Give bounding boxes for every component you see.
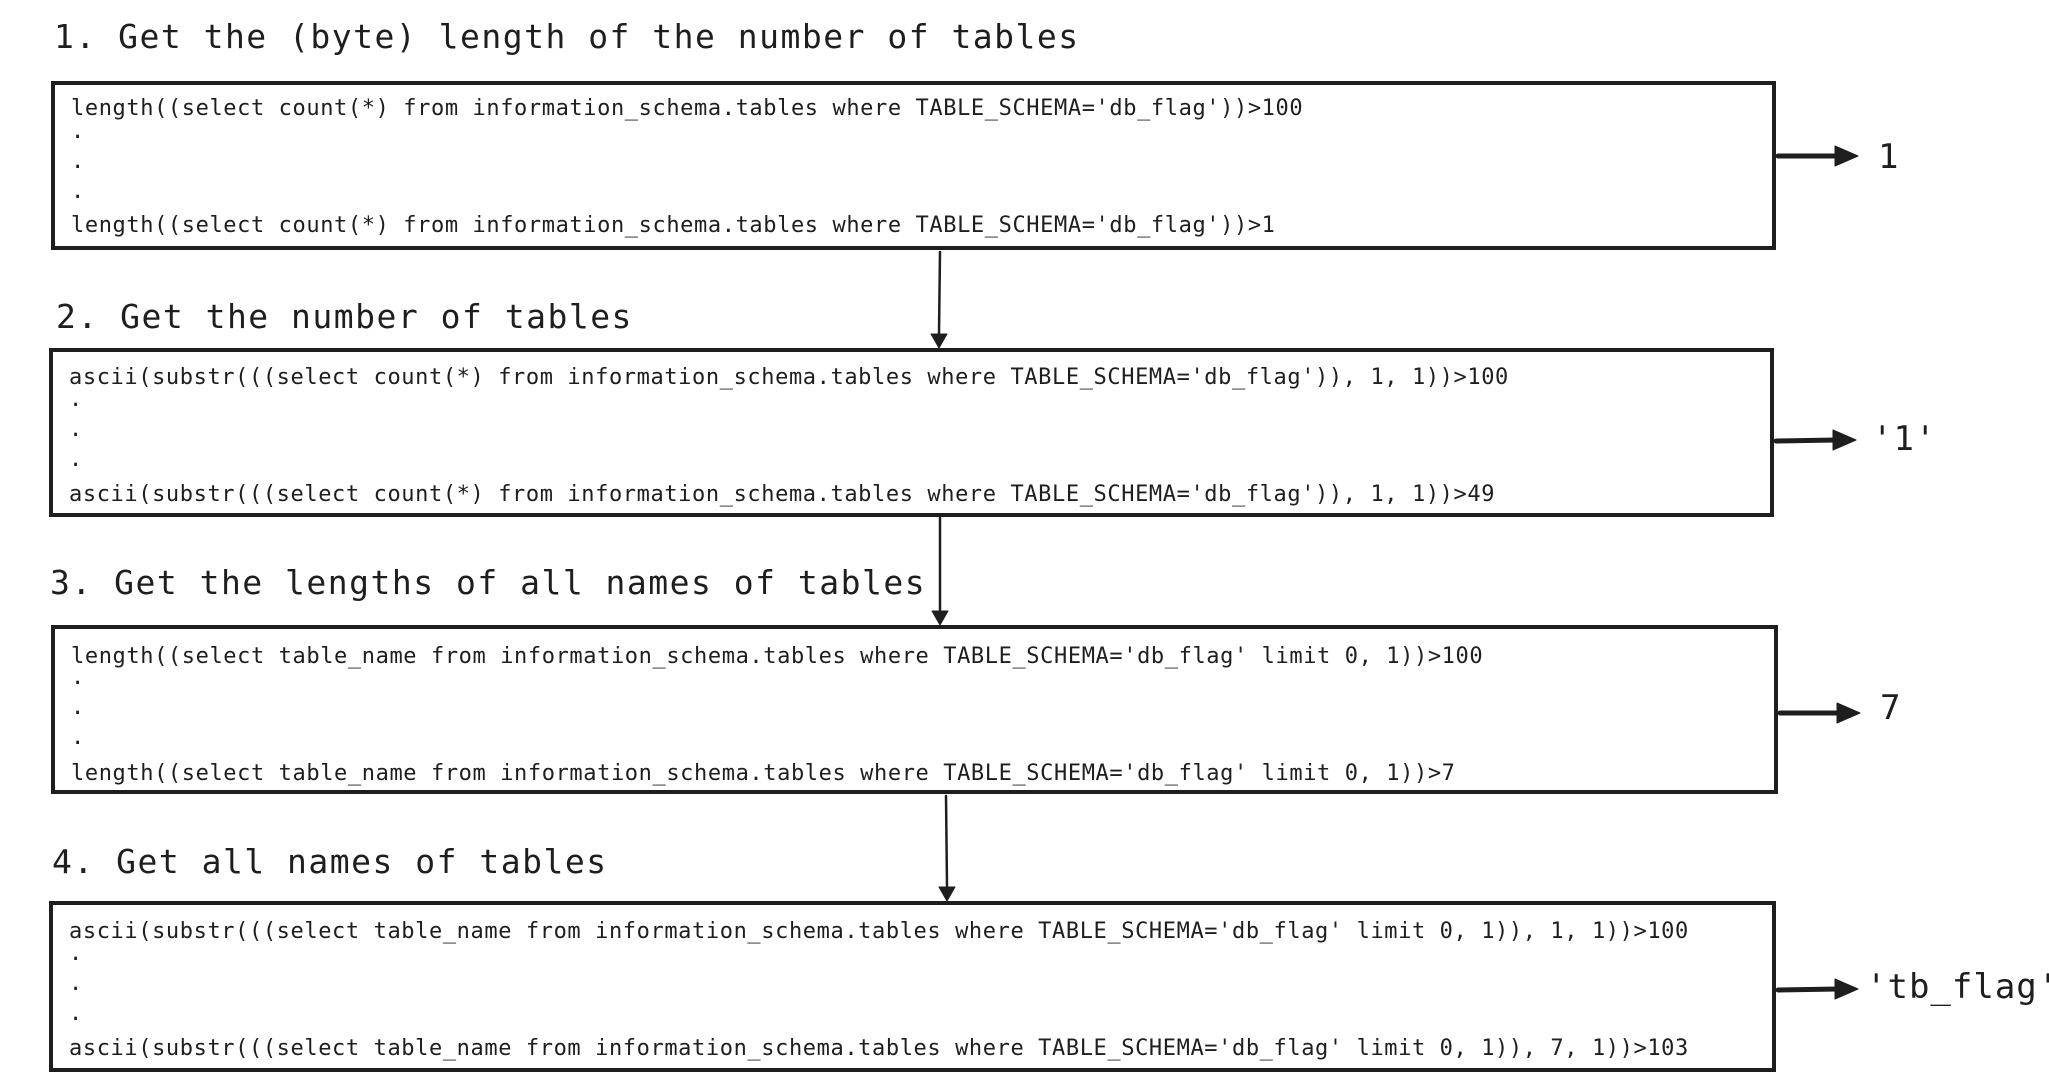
arrow-head (930, 333, 948, 349)
step-3-title: 3. Get the lengths of all names of table… (50, 563, 927, 602)
step-3-last-query: length((select table_name from informati… (71, 761, 1456, 786)
ellipsis-dot: · (69, 453, 83, 478)
arrow-head (1834, 145, 1859, 167)
arrow-head (938, 886, 956, 902)
ellipsis-dot: · (69, 423, 83, 448)
ellipsis-dot: · (69, 1007, 83, 1032)
step-3-result: 7 (1880, 688, 1902, 728)
arrow-step2-result (1773, 437, 1839, 444)
arrow-head (1832, 429, 1857, 451)
step-4-title: 4. Get all names of tables (52, 842, 608, 881)
ellipsis-dot: · (69, 393, 83, 418)
step-4-first-query: ascii(substr(((select table_name from in… (69, 919, 1689, 944)
step-3-query-box: length((select table_name from informati… (51, 625, 1778, 794)
arrow-step1-to-step2 (937, 250, 942, 335)
step-2-first-query: ascii(substr(((select count(*) from info… (69, 365, 1509, 390)
ellipsis-dot: · (71, 671, 85, 696)
step-3-first-query: length((select table_name from informati… (71, 644, 1484, 669)
step-4-result: 'tb_flag' (1866, 967, 2049, 1007)
step-2-query-box: ascii(substr(((select count(*) from info… (49, 348, 1774, 517)
arrow-step4-result (1775, 986, 1841, 993)
step-2-title: 2. Get the number of tables (56, 297, 633, 336)
step-1-result: 1 (1878, 137, 1900, 177)
ellipsis-dot: · (71, 125, 85, 150)
step-1-last-query: length((select count(*) from information… (71, 213, 1276, 238)
ellipsis-dot: · (69, 947, 83, 972)
step-2-result: '1' (1872, 419, 1937, 459)
step-1-query-box: length((select count(*) from information… (51, 81, 1776, 250)
arrow-head (931, 610, 949, 626)
ellipsis-dot: · (71, 155, 85, 180)
arrow-step3-to-step4 (944, 794, 949, 888)
ellipsis-dot: · (71, 731, 85, 756)
step-1-first-query: length((select count(*) from information… (71, 96, 1304, 121)
step-1-title: 1. Get the (byte) length of the number o… (54, 17, 1080, 56)
step-4-last-query: ascii(substr(((select table_name from in… (69, 1036, 1689, 1061)
step-4-query-box: ascii(substr(((select table_name from in… (49, 901, 1776, 1072)
ellipsis-dot: · (69, 977, 83, 1002)
step-2-last-query: ascii(substr(((select count(*) from info… (69, 482, 1496, 507)
arrow-head (1834, 978, 1859, 1000)
ellipsis-dot: · (71, 701, 85, 726)
arrow-head (1836, 702, 1861, 724)
ellipsis-dot: · (71, 185, 85, 210)
